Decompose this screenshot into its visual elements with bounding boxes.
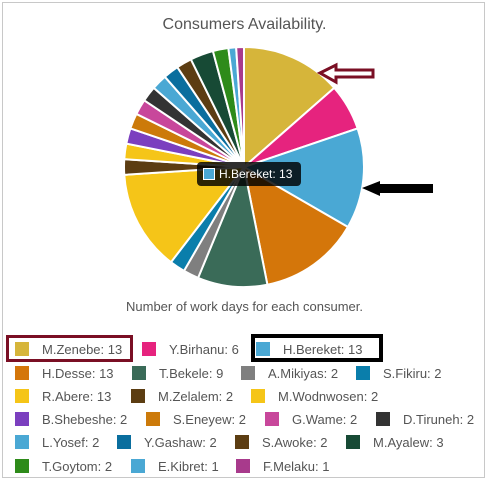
legend-swatch [346, 435, 360, 449]
legend-label: G.Wame: 2 [292, 411, 358, 427]
legend-label: H.Desse: 13 [42, 365, 114, 381]
legend-swatch [15, 412, 29, 426]
legend-item-s-eneyew[interactable]: S.Eneyew: 2 [146, 410, 246, 428]
legend-swatch [376, 412, 390, 426]
legend-swatch [251, 389, 265, 403]
legend-label: Y.Birhanu: 6 [169, 341, 239, 357]
chart-subtitle: Number of work days for each consumer. [126, 299, 363, 314]
legend-item-l-yosef[interactable]: L.Yosef: 2 [15, 433, 99, 451]
legend-swatch [15, 435, 29, 449]
annotation-arrow-m-zenebe [316, 62, 375, 85]
legend-item-m-zenebe[interactable]: M.Zenebe: 13 [15, 340, 122, 358]
legend-item-m-wodnwosen[interactable]: M.Wodnwosen: 2 [251, 387, 378, 405]
tooltip-label: H.Bereket: 13 [219, 167, 293, 181]
legend-item-a-mikiyas[interactable]: A.Mikiyas: 2 [241, 364, 338, 382]
legend-label: Y.Gashaw: 2 [144, 434, 217, 450]
pie-chart [123, 45, 433, 288]
legend-swatch [131, 459, 145, 473]
chart-title: Consumers Availability. [162, 16, 327, 33]
legend-label: E.Kibret: 1 [158, 458, 219, 474]
legend-highlight-h-bereket [251, 334, 383, 362]
legend-swatch [142, 342, 156, 356]
legend-label: F.Melaku: 1 [263, 458, 330, 474]
legend-label: T.Bekele: 9 [159, 365, 224, 381]
pie-slice-r-abere[interactable] [123, 165, 247, 264]
legend-item-s-awoke[interactable]: S.Awoke: 2 [235, 433, 328, 451]
legend-swatch [235, 435, 249, 449]
legend-item-e-kibret[interactable]: E.Kibret: 1 [131, 457, 219, 475]
legend-label: M.Zelalem: 2 [158, 388, 234, 404]
tooltip-swatch [203, 168, 215, 180]
legend-item-h-bereket[interactable]: H.Bereket: 13 [256, 340, 363, 358]
legend-label: H.Bereket: 13 [283, 341, 363, 357]
legend-label: L.Yosef: 2 [42, 434, 100, 450]
legend-label: D.Tiruneh: 2 [403, 411, 475, 427]
legend-swatch [236, 459, 250, 473]
legend-swatch [117, 435, 131, 449]
legend-item-m-zelalem[interactable]: M.Zelalem: 2 [131, 387, 233, 405]
legend-highlight-m-zenebe [6, 335, 133, 362]
legend-swatch [15, 459, 29, 473]
legend-label: B.Shebeshe: 2 [42, 411, 128, 427]
legend-item-g-wame[interactable]: G.Wame: 2 [265, 410, 357, 428]
legend-item-d-tiruneh[interactable]: D.Tiruneh: 2 [376, 410, 474, 428]
pie-slice-h-desse[interactable] [242, 165, 350, 286]
legend-label: S.Eneyew: 2 [173, 411, 246, 427]
slice-tooltip: H.Bereket: 13 [197, 162, 302, 186]
legend-label: S.Fikiru: 2 [383, 365, 442, 381]
legend-item-t-bekele[interactable]: T.Bekele: 9 [132, 364, 223, 382]
legend-swatch [256, 342, 270, 356]
legend-item-y-gashaw[interactable]: Y.Gashaw: 2 [117, 433, 217, 451]
legend-swatch [356, 366, 370, 380]
annotation-arrow-h-bereket [362, 181, 433, 196]
pie-slice-h-bereket[interactable] [241, 127, 365, 229]
legend-label: T.Goytom: 2 [42, 458, 113, 474]
legend-label: M.Wodnwosen: 2 [278, 388, 379, 404]
legend-swatch [241, 366, 255, 380]
legend-swatch [15, 389, 29, 403]
legend-label: M.Zenebe: 13 [42, 341, 123, 357]
legend-item-m-ayalew[interactable]: M.Ayalew: 3 [346, 433, 444, 451]
legend-swatch [132, 366, 146, 380]
legend-swatch [15, 366, 29, 380]
legend-swatch [146, 412, 160, 426]
legend-item-b-shebeshe[interactable]: B.Shebeshe: 2 [15, 410, 127, 428]
legend-item-s-fikiru[interactable]: S.Fikiru: 2 [356, 364, 442, 382]
legend-item-r-abere[interactable]: R.Abere: 13 [15, 387, 111, 405]
legend-label: A.Mikiyas: 2 [268, 365, 339, 381]
legend-item-y-birhanu[interactable]: Y.Birhanu: 6 [142, 340, 239, 358]
legend-item-f-melaku[interactable]: F.Melaku: 1 [236, 457, 329, 475]
legend-swatch [131, 389, 145, 403]
legend-swatch [15, 342, 29, 356]
legend-item-t-goytom[interactable]: T.Goytom: 2 [15, 457, 112, 475]
legend-item-h-desse[interactable]: H.Desse: 13 [15, 364, 114, 382]
legend-label: R.Abere: 13 [42, 388, 112, 404]
legend-label: M.Ayalew: 3 [373, 434, 444, 450]
pie-slice-m-zenebe[interactable] [243, 45, 336, 170]
legend-label: S.Awoke: 2 [262, 434, 328, 450]
pie-slice-f-melaku[interactable] [235, 45, 245, 168]
legend-swatch [265, 412, 279, 426]
